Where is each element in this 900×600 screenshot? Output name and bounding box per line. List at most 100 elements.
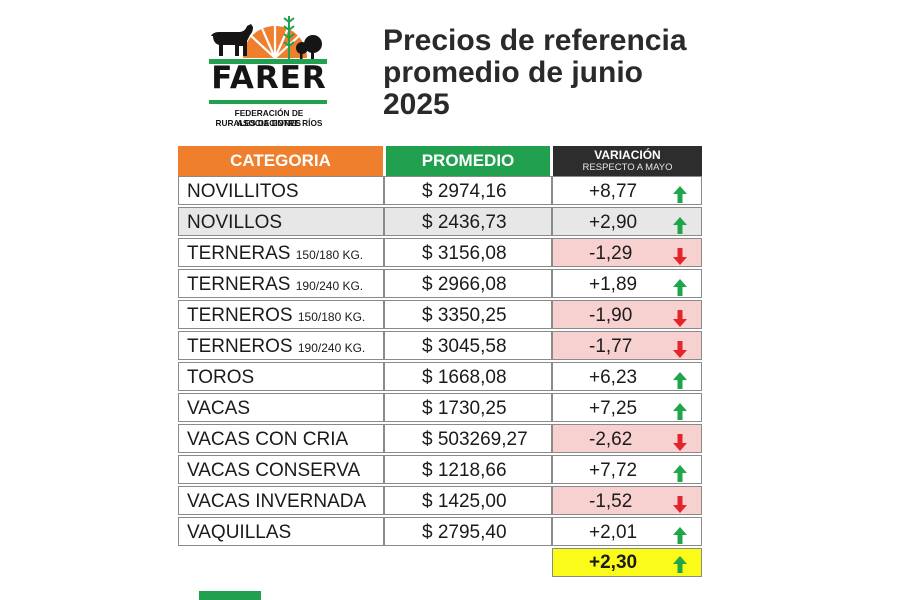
table-body: NOVILLITOS $ 2974,16 +8,77 NOVILLOS $ 2436,7… [178,176,702,548]
arrow-down-icon [673,338,687,358]
table-row: TERNERAS 150/180 KG. $ 3156,08 -1,29 [178,238,702,269]
title-line3: 2025 [383,88,450,121]
arrow-up-icon [673,400,687,420]
variacion-value: +8,77 [589,181,638,202]
categoria-weight: 150/180 KG. [297,310,366,324]
table-row: TERNERAS 190/240 KG. $ 2966,08 +1,89 [178,269,702,300]
cell-promedio: $ 2795,40 [384,517,552,546]
table-row: TERNEROS 190/240 KG. $ 3045,58 -1,77 [178,331,702,362]
categoria-name: TERNEROS [187,336,293,357]
variacion-value: +7,25 [589,398,638,419]
table-row: VACAS INVERNADA $ 1425,00 -1,52 [178,486,702,517]
cell-variacion: +7,25 [552,393,702,422]
categoria-name: VACAS INVERNADA [187,491,367,512]
categoria-name: VAQUILLAS [187,522,292,543]
categoria-name: TERNERAS [187,243,291,264]
cell-variacion: +1,89 [552,269,702,298]
cell-categoria: TERNERAS 190/240 KG. [178,269,384,298]
categoria-name: TERNEROS [187,305,293,326]
categoria-name: VACAS [187,398,251,419]
cell-variacion: -2,62 [552,424,702,453]
cell-categoria: VACAS INVERNADA [178,486,384,515]
variacion-value: -1,77 [589,336,633,357]
logo-wordmark: FARER [211,60,327,96]
arrow-up-icon [673,462,687,482]
cell-promedio: $ 1218,66 [384,455,552,484]
cell-categoria: TOROS [178,362,384,391]
arrow-up-icon [673,214,687,234]
cell-variacion: +2,90 [552,207,702,236]
cell-categoria: NOVILLITOS [178,176,384,205]
arrow-up-icon [673,276,687,296]
header-categoria: CATEGORIA [178,146,383,176]
cell-variacion: -1,52 [552,486,702,515]
title-line2: promedio de junio [383,56,643,89]
logo-underline [209,100,327,104]
cell-categoria: VAQUILLAS [178,517,384,546]
page-title: Precios de referencia promedio de junio … [383,25,713,121]
header-promedio: PROMEDIO [386,146,550,176]
categoria-weight: 150/180 KG. [295,248,364,262]
cell-categoria: NOVILLOS [178,207,384,236]
cell-variacion: +6,23 [552,362,702,391]
table-row: TOROS $ 1668,08 +6,23 [178,362,702,393]
cell-categoria: TERNEROS 150/180 KG. [178,300,384,329]
header-variacion-title: VARIACIÓN [594,148,661,162]
table-header: CATEGORIA PROMEDIO VARIACIÓN RESPECTO A … [178,146,702,176]
cell-promedio: $ 2974,16 [384,176,552,205]
arrow-down-icon [673,245,687,265]
logo-emblem-icon [209,16,327,64]
cell-promedio: $ 503269,27 [384,424,552,453]
variacion-value: +1,89 [589,274,638,295]
variacion-value: +6,23 [589,367,638,388]
variacion-value: -2,62 [589,429,633,450]
table-row: VACAS $ 1730,25 +7,25 [178,393,702,424]
cell-variacion: +7,72 [552,455,702,484]
cell-categoria: TERNERAS 150/180 KG. [178,238,384,267]
categoria-weight: 190/240 KG. [297,341,366,355]
variacion-value: +2,90 [589,212,638,233]
table-row: VACAS CONSERVA $ 1218,66 +7,72 [178,455,702,486]
table-row: NOVILLOS $ 2436,73 +2,90 [178,207,702,238]
arrow-up-icon [673,183,687,203]
cell-categoria: TERNEROS 190/240 KG. [178,331,384,360]
logo-subtitle-line1: FEDERACIÓN DE ASOCIACIONES [234,108,304,128]
variacion-value: -1,52 [589,491,633,512]
cell-promedio: $ 2966,08 [384,269,552,298]
arrow-down-icon [673,493,687,513]
table-row: VACAS CON CRIA $ 503269,27 -2,62 [178,424,702,455]
categoria-name: VACAS CON CRIA [187,429,349,450]
arrow-down-icon [673,431,687,451]
table-row: VAQUILLAS $ 2795,40 +2,01 [178,517,702,548]
cell-variacion: -1,77 [552,331,702,360]
variacion-value: +2,01 [589,522,638,543]
header-variacion-sub: RESPECTO A MAYO [582,162,673,173]
cell-variacion: +8,77 [552,176,702,205]
cell-variacion: -1,90 [552,300,702,329]
cell-promedio: $ 1425,00 [384,486,552,515]
cell-promedio: $ 3156,08 [384,238,552,267]
header-variacion: VARIACIÓN RESPECTO A MAYO [553,146,702,176]
categoria-name: TOROS [187,367,255,388]
categoria-weight: 190/240 KG. [295,279,364,293]
variacion-value: -1,90 [589,305,633,326]
decorative-green-bar [199,591,261,600]
cell-promedio: $ 1730,25 [384,393,552,422]
arrow-up-icon [673,369,687,389]
price-table: CATEGORIA PROMEDIO VARIACIÓN RESPECTO A … [178,146,702,548]
cell-promedio: $ 3350,25 [384,300,552,329]
variacion-value: -1,29 [589,243,633,264]
categoria-name: NOVILLITOS [187,181,299,202]
arrow-up-icon [673,524,687,544]
title-line1: Precios de referencia [383,24,687,57]
cell-variacion: +2,01 [552,517,702,546]
categoria-name: VACAS CONSERVA [187,460,361,481]
farer-logo: FARER FEDERACIÓN DE ASOCIACIONES RURALES… [205,10,333,128]
arrow-down-icon [673,307,687,327]
cell-categoria: VACAS CON CRIA [178,424,384,453]
table-row: NOVILLITOS $ 2974,16 +8,77 [178,176,702,207]
categoria-name: NOVILLOS [187,212,283,233]
variacion-value: +7,72 [589,460,638,481]
arrow-up-icon [673,554,687,573]
logo-subtitle-line2: RURALES DE ENTRE RÍOS [215,118,323,128]
